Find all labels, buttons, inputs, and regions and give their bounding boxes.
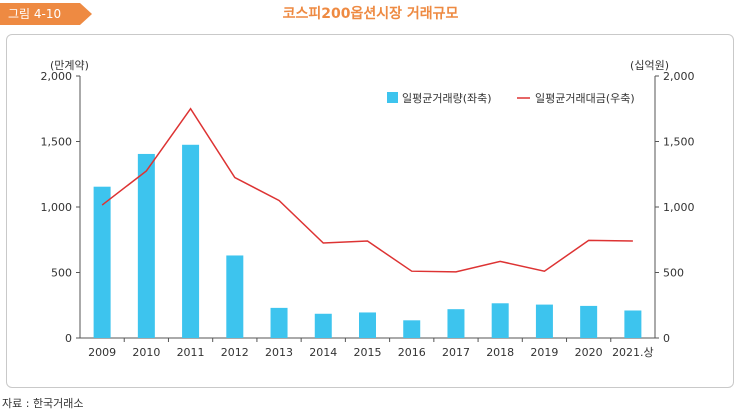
x-tick-label: 2015 <box>354 346 382 359</box>
chart-frame <box>6 34 734 388</box>
x-tick-label: 2010 <box>132 346 160 359</box>
right-tick-label: 0 <box>663 332 670 345</box>
right-tick-label: 1,500 <box>663 136 695 149</box>
bar <box>624 310 642 338</box>
line-series <box>101 107 633 273</box>
x-tick-label: 2011 <box>177 346 205 359</box>
source-note: 자료 : 한국거래소 <box>2 397 84 410</box>
bar-series <box>93 144 642 338</box>
x-tick-label: 2020 <box>575 346 603 359</box>
x-tick-label: 2016 <box>398 346 426 359</box>
axes <box>76 75 659 342</box>
x-tick-label: 2021.상 <box>612 346 654 359</box>
bar <box>491 303 509 338</box>
line-path <box>101 107 633 273</box>
x-tick-label: 2017 <box>442 346 470 359</box>
bar <box>182 144 200 338</box>
bar <box>93 186 111 338</box>
x-tick-label: 2009 <box>88 346 116 359</box>
tick-labels: 05001,0001,5002,00005001,0001,5002,000(만… <box>41 58 695 359</box>
bar <box>447 309 465 338</box>
bar <box>137 153 155 338</box>
left-tick-label: 0 <box>65 332 72 345</box>
left-tick-label: 1,500 <box>41 136 73 149</box>
figure-title: 코스피200옵션시장 거래규모 <box>282 6 459 22</box>
left-tick-label: 1,000 <box>41 201 73 214</box>
bar <box>535 304 553 338</box>
x-tick-label: 2018 <box>486 346 514 359</box>
left-tick-label: 500 <box>51 267 72 280</box>
bar <box>314 313 332 338</box>
x-tick-label: 2014 <box>309 346 337 359</box>
right-tick-label: 1,000 <box>663 201 695 214</box>
x-tick-label: 2013 <box>265 346 293 359</box>
legend-label-line: 일평균거래대금(우축) <box>535 91 635 105</box>
bar <box>226 255 244 338</box>
x-tick-label: 2019 <box>530 346 558 359</box>
right-axis-label: (십억원) <box>630 59 669 72</box>
legend-label-bar: 일평균거래량(좌축) <box>402 91 492 105</box>
right-tick-label: 500 <box>663 267 684 280</box>
figure-label: 그림 4-10 <box>0 3 92 25</box>
legend: 일평균거래량(좌축) 일평균거래대금(우축) <box>387 91 635 105</box>
bar <box>580 305 598 338</box>
x-tick-label: 2012 <box>221 346 249 359</box>
bar <box>359 312 376 338</box>
left-axis-label: (만계약) <box>50 58 89 72</box>
bar <box>270 307 288 338</box>
legend-swatch-bar <box>387 92 398 103</box>
bar <box>403 320 421 338</box>
right-tick-label: 2,000 <box>663 70 695 83</box>
left-tick-label: 2,000 <box>41 70 73 83</box>
